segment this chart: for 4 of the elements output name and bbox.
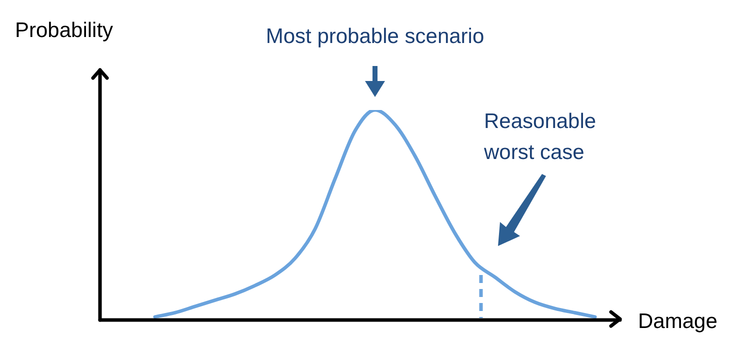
x-axis-title: Damage bbox=[638, 310, 718, 333]
text: Most probable scenario bbox=[266, 24, 484, 48]
y-axis-title: Probability bbox=[15, 18, 114, 42]
annotation: Reasonable worst case bbox=[483, 110, 596, 164]
